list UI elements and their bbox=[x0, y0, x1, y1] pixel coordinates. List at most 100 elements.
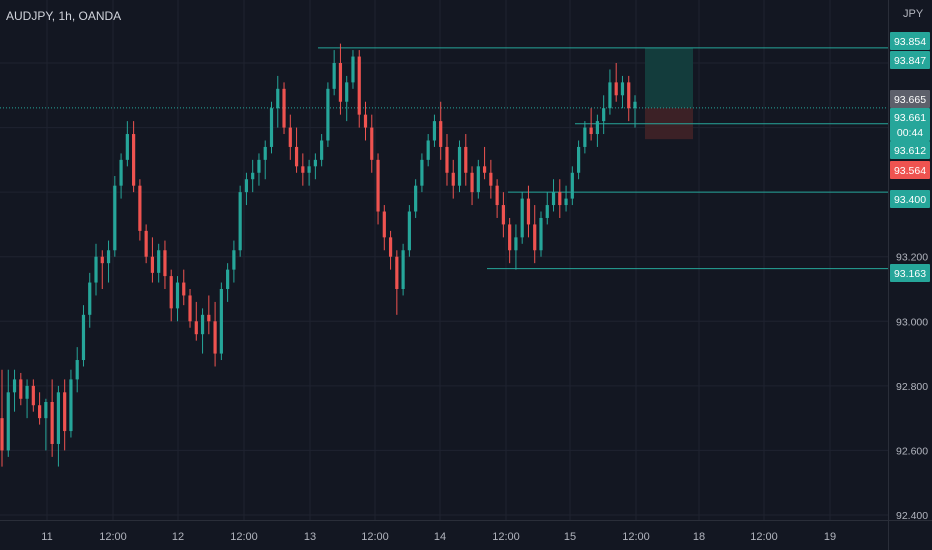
candle-body bbox=[251, 172, 255, 180]
candle-body bbox=[288, 127, 292, 147]
price-badge: 93.400 bbox=[890, 190, 930, 208]
candle bbox=[489, 159, 493, 199]
candle-body bbox=[175, 282, 180, 309]
candle bbox=[420, 153, 424, 193]
candle-body bbox=[12, 379, 17, 393]
candle bbox=[207, 295, 211, 335]
badge-bg bbox=[890, 90, 930, 108]
price-badges: 93.854 93.847 93.665 93.661 00:44 93.612 93.56… bbox=[890, 32, 930, 282]
candle-body bbox=[370, 127, 374, 160]
candle bbox=[407, 205, 411, 257]
candle-body bbox=[182, 282, 186, 296]
candle-body bbox=[395, 256, 399, 289]
candle-body bbox=[614, 82, 618, 96]
candle bbox=[363, 101, 368, 141]
badge-bg bbox=[890, 32, 930, 50]
badge-bg bbox=[890, 108, 930, 126]
candle-body bbox=[94, 256, 98, 283]
candle bbox=[338, 43, 343, 115]
candle-body bbox=[576, 146, 581, 173]
candle-body bbox=[382, 211, 386, 238]
candle bbox=[125, 121, 129, 167]
candle-body bbox=[276, 88, 280, 109]
candle-body bbox=[558, 192, 562, 206]
countdown-badge: 00:44 bbox=[890, 123, 930, 141]
time-tick-label: 12:00 bbox=[492, 531, 520, 543]
candle bbox=[144, 224, 148, 264]
badge-bg bbox=[890, 123, 930, 141]
currency-label: JPY bbox=[903, 8, 924, 20]
candle-body bbox=[457, 146, 462, 186]
candle-body bbox=[194, 321, 198, 335]
candle bbox=[25, 379, 29, 419]
candle bbox=[288, 114, 292, 160]
candle-body bbox=[501, 205, 505, 225]
price-badge: 93.163 bbox=[890, 264, 930, 282]
price-badge: 93.661 bbox=[890, 108, 930, 126]
badge-bg bbox=[890, 51, 930, 69]
candle bbox=[226, 263, 230, 302]
candle bbox=[313, 153, 317, 180]
time-tick-label: 12:00 bbox=[361, 531, 389, 543]
candle bbox=[0, 369, 4, 467]
candle-body bbox=[526, 198, 531, 225]
badge-text: 93.564 bbox=[894, 165, 926, 177]
candle-body bbox=[269, 108, 274, 147]
price-tick-label: 92.400 bbox=[896, 510, 928, 522]
candle bbox=[38, 392, 42, 425]
symbol-label[interactable]: AUDJPY, 1h, OANDA bbox=[6, 9, 122, 23]
candle-body bbox=[351, 56, 355, 83]
candle-body bbox=[583, 127, 587, 147]
time-tick-label: 13 bbox=[304, 531, 316, 543]
candle-body bbox=[301, 166, 305, 173]
candle bbox=[332, 50, 336, 96]
candle bbox=[244, 172, 249, 206]
candle bbox=[69, 369, 73, 438]
chart-grid bbox=[0, 0, 888, 520]
candle bbox=[445, 134, 449, 186]
candle bbox=[576, 140, 581, 180]
candle bbox=[432, 114, 437, 147]
candle-body bbox=[31, 385, 35, 406]
candle bbox=[75, 347, 79, 393]
candle bbox=[526, 185, 531, 238]
candle bbox=[451, 159, 455, 199]
candle bbox=[175, 276, 180, 322]
time-tick-label: 12:00 bbox=[230, 531, 258, 543]
candle bbox=[251, 159, 255, 193]
candle-body bbox=[150, 256, 155, 273]
candle-body bbox=[445, 146, 449, 173]
position-zones bbox=[645, 47, 693, 140]
candle-body bbox=[294, 146, 299, 167]
candle bbox=[81, 305, 86, 367]
candle-body bbox=[19, 379, 23, 399]
candle-body bbox=[106, 250, 111, 264]
candle bbox=[620, 75, 625, 109]
candle-body bbox=[401, 250, 405, 289]
candle bbox=[457, 140, 462, 193]
candle-body bbox=[138, 185, 142, 231]
candle-body bbox=[244, 179, 249, 193]
time-tick-label: 12:00 bbox=[99, 531, 127, 543]
badge-bg bbox=[890, 264, 930, 282]
candle-body bbox=[476, 166, 480, 193]
candle bbox=[138, 179, 142, 241]
candle-body bbox=[200, 314, 205, 335]
candle bbox=[163, 240, 167, 289]
candle-body bbox=[257, 159, 261, 173]
candle bbox=[501, 192, 505, 238]
time-axis[interactable]: 11 12:00 12 12:00 13 12:00 14 12:00 15 12:00 18 12:… bbox=[0, 520, 932, 544]
candle-body bbox=[25, 385, 29, 399]
candle bbox=[88, 272, 92, 328]
candle bbox=[44, 398, 48, 451]
candle-body bbox=[232, 250, 236, 270]
candle-body bbox=[226, 269, 230, 289]
badge-text: 93.612 bbox=[894, 145, 926, 157]
candle bbox=[614, 63, 618, 102]
candle bbox=[533, 205, 537, 264]
candle bbox=[150, 237, 155, 283]
candle bbox=[602, 95, 606, 135]
candle bbox=[357, 50, 361, 128]
